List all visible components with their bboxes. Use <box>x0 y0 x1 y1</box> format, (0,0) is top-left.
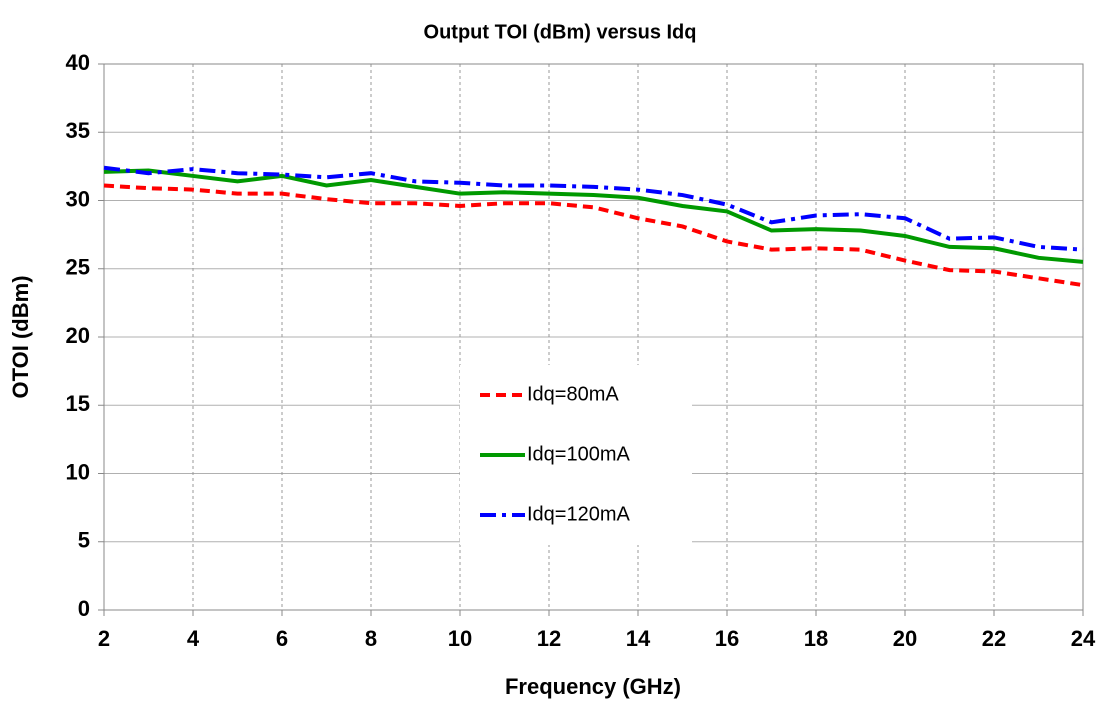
y-tick-label: 20 <box>66 323 90 348</box>
data-line <box>103 168 1084 264</box>
y-tick-label: 5 <box>78 528 90 553</box>
chart-title: Output TOI (dBm) versus Idq <box>424 21 697 43</box>
y-tick-label: 10 <box>66 459 90 484</box>
x-tick-label: 6 <box>276 626 288 651</box>
y-tick-label: 30 <box>66 186 90 211</box>
plot-border <box>103 63 1084 611</box>
legend-label: Idq=100mA <box>527 443 631 465</box>
data-line <box>103 183 1084 288</box>
y-axis-label: OTOI (dBm) <box>8 275 33 398</box>
x-tick-label: 16 <box>715 626 739 651</box>
legend-label: Idq=80mA <box>527 383 619 405</box>
x-tick-label: 8 <box>365 626 377 651</box>
y-tick-label: 25 <box>66 255 90 280</box>
y-tick-label: 35 <box>66 118 90 143</box>
x-tick-label: 10 <box>448 626 472 651</box>
x-tick-label: 14 <box>626 626 651 651</box>
y-tick-label: 40 <box>66 50 90 75</box>
x-tick-label: 22 <box>982 626 1006 651</box>
x-tick-label: 20 <box>893 626 917 651</box>
x-tick-label: 18 <box>804 626 828 651</box>
y-tick-label: 15 <box>66 391 90 416</box>
x-tick-label: 12 <box>537 626 561 651</box>
x-axis-label: Frequency (GHz) <box>505 674 681 699</box>
x-tick-label: 2 <box>98 626 110 651</box>
x-tick-label: 24 <box>1071 626 1096 651</box>
y-tick-label: 0 <box>78 596 90 621</box>
x-tick-label: 4 <box>187 626 200 651</box>
legend-label: Idq=120mA <box>527 503 631 525</box>
data-line <box>103 165 1084 252</box>
